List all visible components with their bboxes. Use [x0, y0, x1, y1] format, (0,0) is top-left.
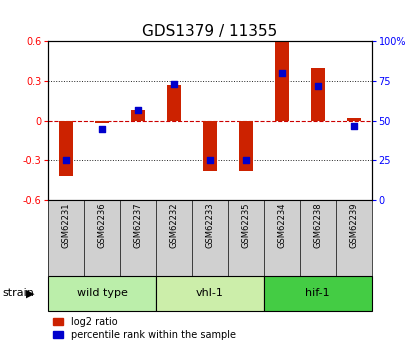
Bar	[167, 85, 181, 121]
Point	[171, 81, 177, 87]
Bar	[203, 121, 217, 171]
Bar	[311, 68, 325, 121]
Text: strain: strain	[2, 288, 34, 298]
Point	[278, 70, 285, 76]
Text: ▶: ▶	[26, 288, 35, 298]
Bar	[95, 121, 109, 124]
Text: GSM62237: GSM62237	[134, 203, 143, 248]
Point	[315, 83, 321, 89]
Point	[207, 158, 213, 163]
Point	[135, 107, 142, 112]
Bar	[59, 121, 74, 176]
Bar	[131, 110, 145, 121]
Text: GSM62231: GSM62231	[62, 203, 71, 248]
Text: GSM62239: GSM62239	[349, 203, 358, 248]
Title: GDS1379 / 11355: GDS1379 / 11355	[142, 24, 278, 39]
FancyBboxPatch shape	[48, 276, 156, 310]
Point	[63, 158, 70, 163]
Text: GSM62238: GSM62238	[313, 203, 322, 248]
Point	[99, 126, 105, 131]
FancyBboxPatch shape	[156, 276, 264, 310]
Text: vhl-1: vhl-1	[196, 288, 224, 298]
Text: hif-1: hif-1	[305, 288, 330, 298]
Text: GSM62232: GSM62232	[170, 203, 178, 248]
Text: GSM62236: GSM62236	[98, 203, 107, 248]
Bar	[275, 41, 289, 121]
Text: GSM62233: GSM62233	[205, 203, 215, 248]
Text: GSM62235: GSM62235	[241, 203, 250, 248]
Point	[243, 158, 249, 163]
Legend: log2 ratio, percentile rank within the sample: log2 ratio, percentile rank within the s…	[53, 317, 236, 340]
Bar	[239, 121, 253, 171]
Text: wild type: wild type	[77, 288, 128, 298]
FancyBboxPatch shape	[264, 276, 372, 310]
Point	[350, 123, 357, 128]
Text: GSM62234: GSM62234	[277, 203, 286, 248]
Bar	[346, 118, 361, 121]
